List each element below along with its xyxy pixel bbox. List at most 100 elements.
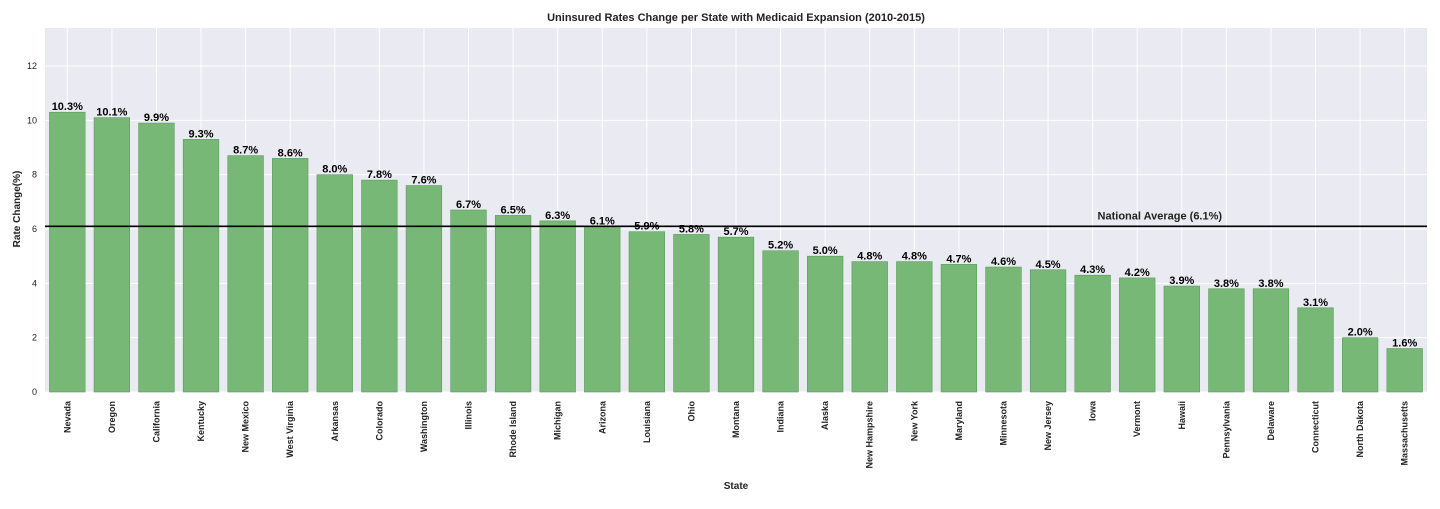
x-tick-label: New Hampshire (865, 401, 875, 469)
bar-value-label: 8.7% (233, 145, 258, 157)
bar-value-label: 7.6% (411, 175, 436, 187)
bar-value-label: 4.8% (902, 251, 927, 263)
bar-value-label: 8.0% (322, 164, 347, 176)
x-tick-label: Vermont (1132, 401, 1142, 437)
bar (93, 117, 131, 393)
x-tick-label: West Virginia (285, 400, 295, 458)
bar-value-label: 9.9% (144, 112, 169, 124)
x-axis-label: State (724, 481, 749, 492)
bar-value-label: 6.3% (545, 210, 570, 222)
bar-value-label: 5.0% (813, 245, 838, 257)
x-tick-label: Arizona (597, 400, 607, 434)
bar (1163, 285, 1200, 393)
x-tick-label: Louisiana (642, 400, 652, 443)
x-tick-label: New Mexico (241, 401, 251, 453)
bar (1208, 288, 1245, 393)
bar (272, 158, 309, 393)
bar (717, 236, 755, 393)
x-tick-label: Minnesota (998, 400, 1008, 445)
bar-value-label: 6.1% (590, 215, 615, 227)
x-tick-label: Arkansas (330, 401, 340, 442)
bar (584, 225, 621, 393)
x-tick-label: Montana (731, 400, 741, 438)
x-tick-label: New Jersey (1043, 401, 1053, 451)
bar-value-label: 4.6% (991, 256, 1016, 268)
bar-value-label: 7.8% (367, 169, 392, 181)
bar (182, 139, 220, 393)
bar-value-label: 6.7% (456, 199, 481, 211)
x-tick-label: Illinois (464, 401, 474, 430)
bar (494, 215, 532, 393)
bar-value-label: 2.0% (1348, 327, 1373, 339)
bars (49, 111, 1423, 393)
y-axis-label: Rate Change(%) (12, 171, 23, 248)
bar (1029, 269, 1067, 393)
bar-value-label: 3.9% (1169, 275, 1194, 287)
bar (851, 261, 888, 393)
bar (405, 185, 443, 393)
bar (807, 255, 844, 393)
y-tick-label: 12 (27, 61, 37, 71)
x-tick-label: Ohio (686, 401, 696, 422)
bar (227, 155, 264, 393)
bar (985, 266, 1022, 393)
bar-value-labels: 10.3% 10.1% 9.9% 9.3% 8.7% 8.6% 8.0% 7.8% 7.6% 6.… (52, 101, 1418, 349)
bar (762, 250, 799, 393)
x-tick-label: Connecticut (1311, 401, 1321, 453)
x-tick-label: Rhode Island (508, 401, 518, 458)
x-tick-label: Iowa (1088, 400, 1098, 421)
bar (1252, 288, 1290, 393)
bar-value-label: 5.9% (634, 221, 659, 233)
bar-value-label: 8.6% (278, 147, 303, 159)
x-tick-label: Colorado (374, 400, 384, 440)
x-tick-label: North Dakota (1355, 400, 1365, 457)
x-tick-label: California (151, 400, 161, 443)
x-tick-label: Nevada (62, 400, 72, 433)
chart-title: Uninsured Rates Change per State with Me… (547, 12, 925, 24)
bar (316, 174, 353, 393)
bar (896, 261, 933, 393)
reference-line-group: National Average (6.1%) (45, 210, 1427, 228)
bar-value-label: 5.7% (723, 226, 748, 238)
y-tick-label: 0 (32, 387, 37, 397)
y-tick-label: 2 (32, 333, 37, 343)
bar-value-label: 9.3% (188, 128, 213, 140)
y-tick-label: 6 (32, 224, 37, 234)
y-tick-label: 4 (32, 278, 37, 288)
bar-value-label: 6.5% (501, 204, 526, 216)
x-tick-label: Alaska (820, 400, 830, 430)
bar-value-label: 4.8% (857, 251, 882, 263)
bar-value-label: 4.7% (946, 253, 971, 265)
bar (1341, 337, 1379, 393)
x-axis-ticks: Nevada Oregon California Kentucky New Mexico… (62, 400, 1409, 469)
y-axis-ticks: 0 2 4 6 8 10 12 (27, 61, 37, 397)
bar-value-label: 5.8% (679, 223, 704, 235)
bar (1386, 348, 1423, 393)
bar-value-label: 4.2% (1125, 267, 1150, 279)
x-tick-label: Oregon (107, 401, 117, 433)
bar (1119, 277, 1156, 393)
x-tick-label: Maryland (954, 401, 964, 441)
bar-value-label: 4.5% (1036, 259, 1061, 271)
bar (673, 234, 710, 393)
x-tick-label: Michigan (553, 401, 563, 440)
bar-value-label: 3.8% (1258, 278, 1283, 290)
national-average-label: National Average (6.1%) (1098, 210, 1223, 222)
bar-value-label: 5.2% (768, 240, 793, 252)
bar (1297, 307, 1334, 393)
bar (138, 122, 175, 393)
y-tick-label: 10 (27, 115, 37, 125)
x-tick-label: New York (909, 400, 919, 441)
bar-value-label: 4.3% (1080, 264, 1105, 276)
x-tick-label: Pennsylvania (1221, 400, 1231, 459)
bar-value-label: 1.6% (1392, 338, 1417, 350)
bar-value-label: 3.1% (1303, 297, 1328, 309)
bar-value-label: 3.8% (1214, 278, 1239, 290)
y-tick-label: 8 (32, 170, 37, 180)
bar (1074, 274, 1111, 393)
bar (450, 209, 487, 393)
bar-value-label: 10.1% (96, 107, 127, 119)
bar (539, 220, 576, 393)
